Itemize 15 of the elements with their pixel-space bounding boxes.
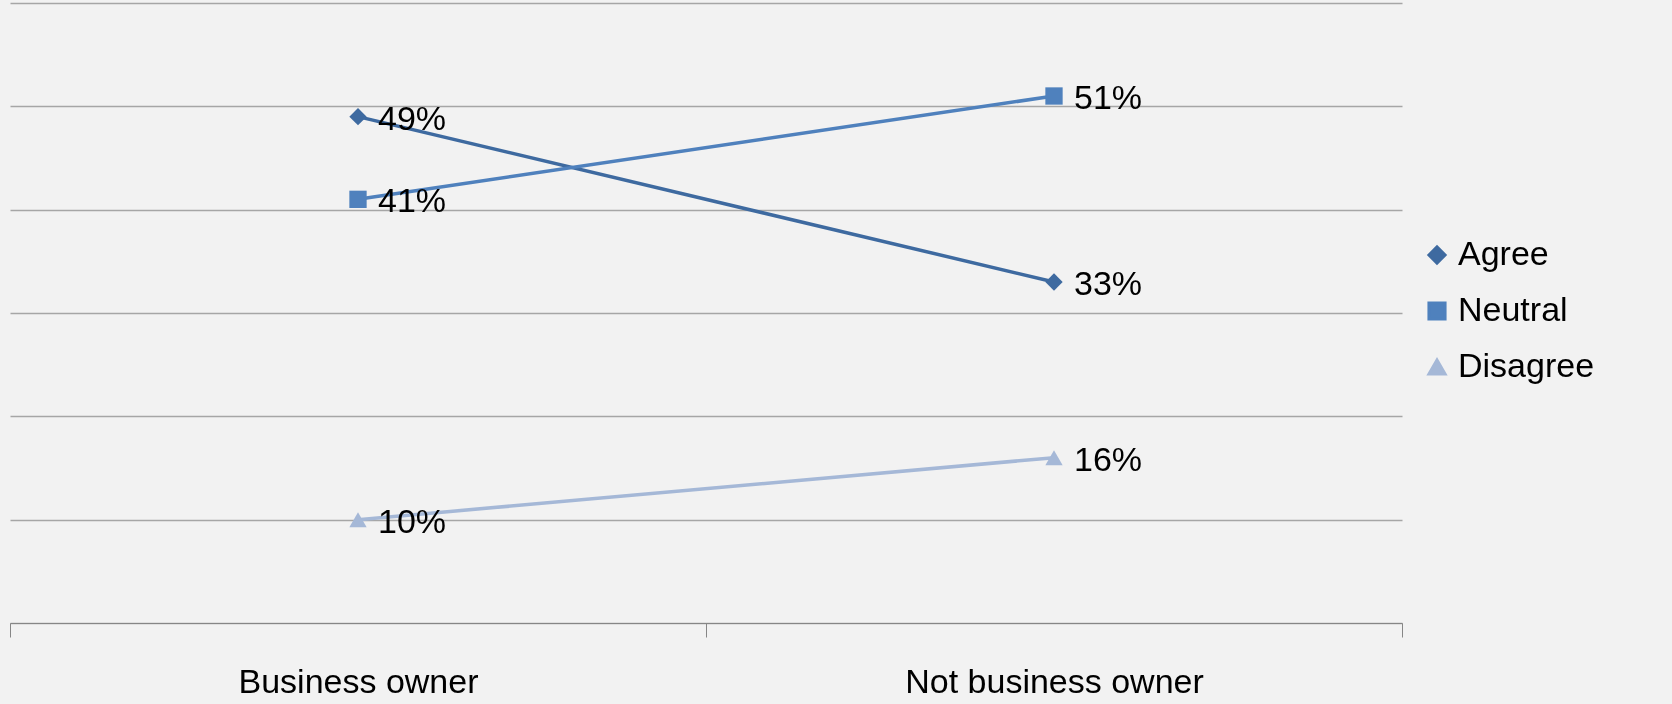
point: [349, 108, 367, 126]
data-label: 41%: [378, 181, 447, 220]
point: [1045, 273, 1063, 291]
x-tick-label: Not business owner: [905, 661, 1204, 700]
x-tick-label: Business owner: [238, 661, 479, 700]
data-label: 16%: [1074, 439, 1143, 478]
data-label: 51%: [1074, 78, 1143, 116]
legend-label: Disagree: [1458, 346, 1595, 384]
legend-label: Agree: [1458, 234, 1549, 272]
data-label: 33%: [1074, 264, 1143, 302]
data-label: 10%: [378, 501, 447, 540]
point: [1045, 87, 1063, 105]
legend-label: Neutral: [1458, 290, 1568, 328]
point: [349, 190, 367, 208]
data-label: 49%: [378, 98, 447, 137]
